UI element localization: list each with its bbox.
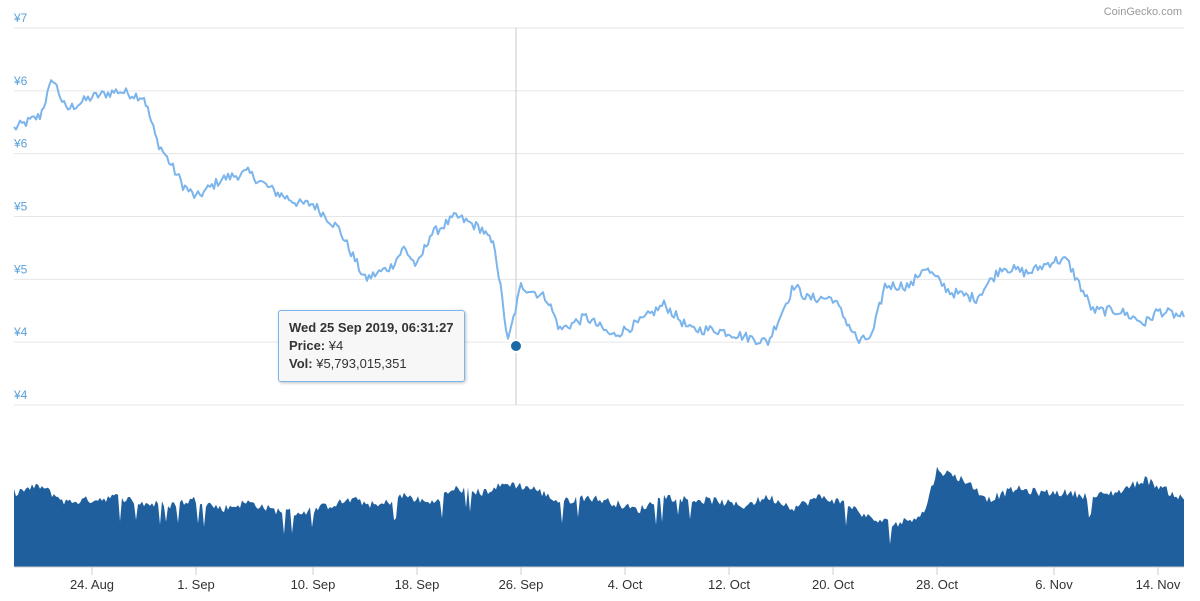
x-tick-label-10: 14. Nov (1136, 577, 1181, 592)
x-tick-label-5: 4. Oct (608, 577, 643, 592)
tooltip-vol-row: Vol: ¥5,793,015,351 (289, 355, 454, 373)
credit-label[interactable]: CoinGecko.com (1104, 6, 1182, 18)
x-tick-label-7: 20. Oct (812, 577, 854, 592)
y-tick-label-3: ¥5 (13, 200, 28, 214)
tooltip-price-row: Price: ¥4 (289, 337, 454, 355)
tooltip-title: Wed 25 Sep 2019, 06:31:27 (289, 320, 454, 335)
y-tick-label-2: ¥6 (13, 137, 28, 151)
tooltip-vol-value: ¥5,793,015,351 (316, 356, 407, 371)
x-tick-label-0: 24. Aug (70, 577, 114, 592)
x-tick-label-4: 26. Sep (499, 577, 544, 592)
price-axis-labels: ¥7 ¥6 ¥6 ¥5 ¥5 ¥4 ¥4 (13, 11, 28, 402)
y-tick-label-1: ¥6 (13, 74, 28, 88)
x-axis-ticks: 24. Aug 1. Sep 10. Sep 18. Sep 26. Sep 4. Oct… (70, 567, 1181, 592)
y-tick-label-4: ¥5 (13, 262, 28, 276)
hover-point[interactable] (509, 339, 523, 353)
y-tick-label-6: ¥4 (13, 388, 28, 402)
x-tick-label-8: 28. Oct (916, 577, 958, 592)
price-gridlines (14, 27, 1184, 406)
price-line (13, 79, 1185, 346)
y-tick-label-0: ¥7 (13, 11, 28, 25)
x-tick-label-6: 12. Oct (708, 577, 750, 592)
tooltip-price-label: Price: (289, 338, 326, 353)
x-tick-label-2: 10. Sep (291, 577, 336, 592)
tooltip-price-value: ¥4 (328, 338, 344, 353)
y-tick-label-5: ¥4 (13, 325, 28, 339)
tooltip: Wed 25 Sep 2019, 06:31:27 Price: ¥4 Vol:… (278, 310, 465, 382)
tooltip-vol-label: Vol: (289, 356, 313, 371)
x-tick-label-3: 18. Sep (395, 577, 440, 592)
x-tick-label-1: 1. Sep (177, 577, 215, 592)
volume-area (14, 466, 1184, 567)
x-tick-label-9: 6. Nov (1035, 577, 1073, 592)
